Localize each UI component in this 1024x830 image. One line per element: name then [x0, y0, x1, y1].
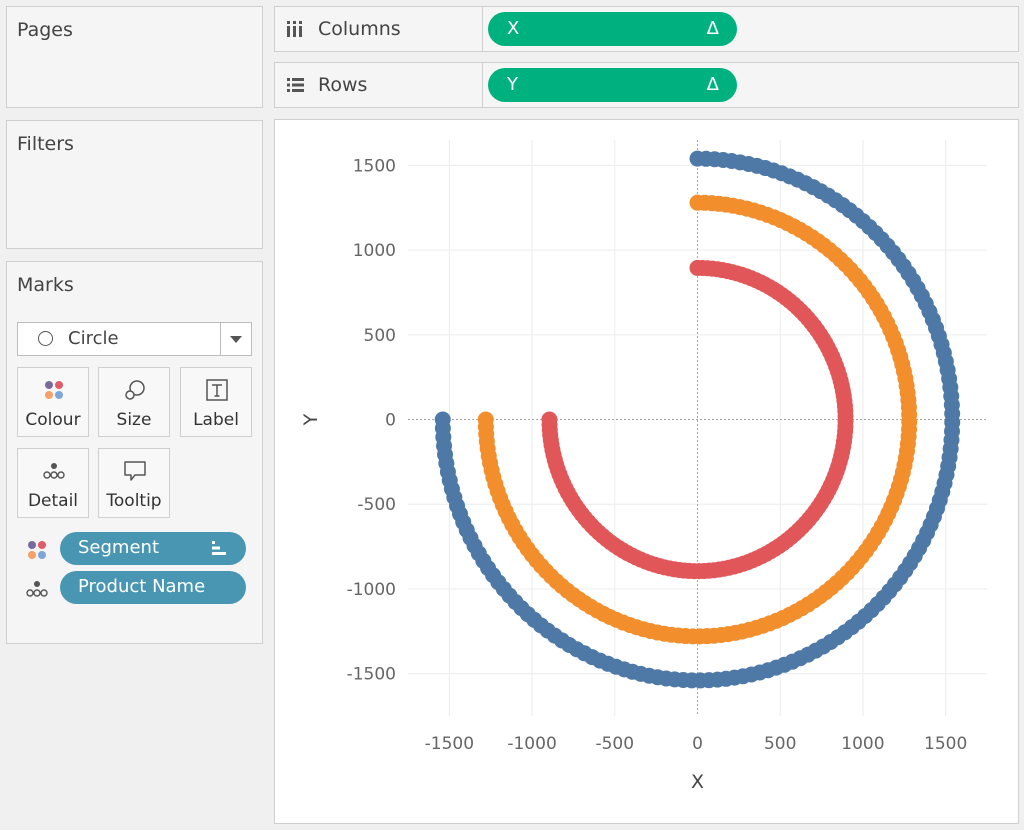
dropdown-divider — [220, 323, 221, 355]
y-tick-label: 1000 — [353, 241, 396, 261]
rows-icon — [285, 75, 305, 95]
y-tick-label: 500 — [364, 326, 396, 346]
colour-icon — [42, 378, 66, 402]
data-point[interactable] — [541, 412, 557, 428]
pages-panel[interactable]: Pages — [6, 6, 263, 108]
detail-label: Detail — [18, 491, 88, 511]
chevron-down-icon[interactable] — [230, 336, 242, 343]
tooltip-button[interactable]: Tooltip — [98, 448, 170, 518]
y-tick-label: -1500 — [347, 665, 396, 685]
columns-shelf-label-box: Columns — [275, 7, 483, 51]
colour-label: Colour — [18, 410, 88, 430]
colour-icon — [25, 538, 49, 562]
sort-icon — [210, 540, 228, 556]
product-name-pill[interactable]: Product Name — [60, 571, 246, 604]
columns-label: Columns — [318, 18, 401, 40]
data-point[interactable] — [435, 412, 451, 428]
segment-field-row: Segment — [25, 532, 245, 566]
x-tick-label: 1500 — [924, 734, 967, 754]
columns-pill-x[interactable]: X Δ — [488, 12, 737, 46]
delta-icon: Δ — [707, 18, 719, 39]
detail-icon — [25, 577, 49, 601]
x-tick-label: -1500 — [425, 734, 474, 754]
segment-pill[interactable]: Segment — [60, 532, 246, 565]
rows-label: Rows — [318, 74, 367, 96]
detail-icon — [42, 459, 66, 483]
filters-panel[interactable]: Filters — [6, 120, 263, 249]
circle-icon — [38, 331, 53, 346]
rows-pill-text: Y — [507, 74, 518, 95]
mark-type-value: Circle — [68, 328, 119, 349]
detail-button[interactable]: Detail — [17, 448, 89, 518]
x-tick-label: 1000 — [841, 734, 884, 754]
colour-button[interactable]: Colour — [17, 367, 89, 437]
x-axis-title: X — [691, 771, 704, 793]
marks-title: Marks — [17, 274, 74, 296]
y-axis-title: Y — [300, 413, 322, 426]
scatter-chart[interactable]: -1500 -1000 -500 0 500 1000 1500 1500 1000 500 0 -5… — [275, 120, 1018, 823]
viz-area[interactable]: -1500 -1000 -500 0 500 1000 1500 1500 1000 500 0 -5… — [274, 119, 1019, 824]
tooltip-label: Tooltip — [99, 491, 169, 511]
filters-title: Filters — [17, 133, 74, 155]
x-tick-label: 0 — [692, 734, 703, 754]
product-name-field-row: Product Name — [25, 571, 245, 605]
rows-pill-y[interactable]: Y Δ — [488, 68, 737, 102]
x-tick-label: -1000 — [507, 734, 556, 754]
data-point[interactable] — [478, 412, 494, 428]
label-label: Label — [181, 410, 251, 430]
x-tick-label: -500 — [595, 734, 634, 754]
segment-pill-text: Segment — [78, 537, 159, 558]
tooltip-icon — [123, 459, 147, 483]
product-name-pill-text: Product Name — [78, 576, 205, 597]
size-label: Size — [99, 410, 169, 430]
text-label-icon — [205, 378, 229, 402]
y-tick-label: 0 — [385, 411, 396, 431]
size-button[interactable]: Size — [98, 367, 170, 437]
pages-title: Pages — [17, 19, 73, 41]
columns-shelf[interactable]: Columns X Δ — [274, 6, 1019, 52]
mark-type-dropdown[interactable]: Circle — [17, 322, 252, 356]
rows-shelf-label-box: Rows — [275, 63, 483, 107]
delta-icon: Δ — [707, 74, 719, 95]
label-button[interactable]: Label — [180, 367, 252, 437]
rows-shelf[interactable]: Rows Y Δ — [274, 62, 1019, 108]
y-tick-label: -1000 — [347, 580, 396, 600]
y-tick-label: 1500 — [353, 156, 396, 176]
x-tick-label: 500 — [764, 734, 796, 754]
columns-pill-text: X — [507, 18, 519, 39]
marks-panel: Marks Circle Colour Size Label — [6, 261, 263, 644]
size-icon — [123, 378, 147, 402]
columns-icon — [285, 19, 305, 39]
y-tick-label: -500 — [357, 495, 396, 515]
